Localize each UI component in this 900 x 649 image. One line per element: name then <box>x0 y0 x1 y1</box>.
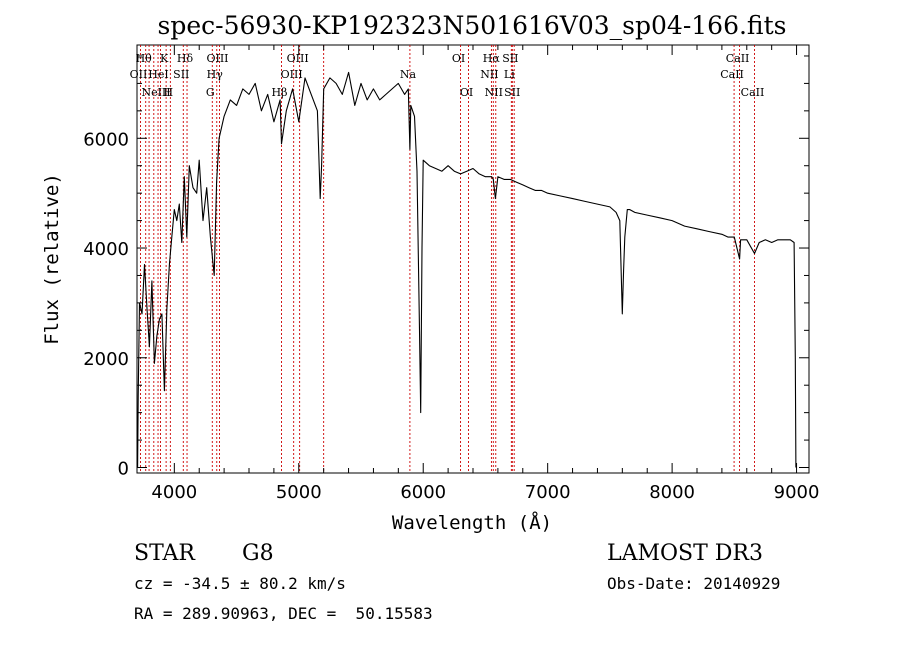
line-marker-label: H <box>164 86 174 99</box>
spectral-line-markers <box>140 45 755 473</box>
object-subclass: G8 <box>242 541 274 566</box>
line-marker-label: Hδ <box>177 52 194 65</box>
line-marker-label: Li <box>504 68 515 81</box>
line-marker-label: Na <box>400 68 417 81</box>
line-marker-label: K <box>160 52 169 65</box>
line-marker-label: NeIII <box>141 86 170 99</box>
y-tick-label: 2000 <box>83 349 129 370</box>
line-marker-label: OI <box>460 86 473 99</box>
plot-frame <box>136 44 810 474</box>
x-tick-label: 6000 <box>400 482 446 503</box>
line-marker-label: OIII <box>287 52 309 65</box>
line-marker-label: SII <box>173 68 189 81</box>
line-marker-label: Hγ <box>207 68 224 81</box>
line-marker-label: NII <box>480 68 498 81</box>
line-marker-label: CaII <box>741 86 765 99</box>
line-marker-label: CaII <box>726 52 750 65</box>
y-axis-label: Flux (relative) <box>41 173 63 345</box>
x-tick-label: 4000 <box>151 482 197 503</box>
line-marker-label: OI <box>452 52 465 65</box>
line-marker-label: OIII <box>281 68 303 81</box>
survey-label: LAMOST DR3 <box>607 541 763 566</box>
y-tick-label: 6000 <box>83 129 129 150</box>
line-marker-label: Hβ <box>272 86 288 99</box>
line-marker-label: G <box>206 86 215 99</box>
coordinates-text: RA = 289.90963, DEC = 50.15583 <box>134 604 433 623</box>
spectrum-line <box>137 71 797 468</box>
x-tick-label: 8000 <box>649 482 695 503</box>
line-marker-label: Hα <box>483 52 501 65</box>
line-marker-label: NII <box>485 86 503 99</box>
line-marker-label: Hθ <box>136 52 153 65</box>
y-tick-label: 4000 <box>83 239 129 260</box>
y-tick-label: 0 <box>118 459 129 480</box>
line-marker-label: SII <box>504 86 520 99</box>
chart-title: spec-56930-KP192323N501616V03_sp04-166.f… <box>158 11 787 40</box>
x-tick-label: 7000 <box>525 482 571 503</box>
x-tick-label: 5000 <box>276 482 322 503</box>
axis-ticks: 4000 5000 6000 7000 8000 9000 0 2000 4000 6000 <box>83 45 819 503</box>
object-class: STAR <box>134 541 196 566</box>
line-marker-label: CaII <box>720 68 744 81</box>
redshift-text: cz = -34.5 ± 80.2 km/s <box>134 574 346 593</box>
x-axis-label: Wavelength (Å) <box>392 511 552 534</box>
line-marker-label: HeI <box>148 68 168 81</box>
line-marker-label: OII <box>130 68 148 81</box>
line-marker-label: OIII <box>206 52 228 65</box>
spectral-line-labels: OII Hθ NeIII HeI K H SII Hδ G Hγ OIII Hβ OIII OIII Na O… <box>130 52 765 99</box>
line-marker-label: SII <box>502 52 518 65</box>
x-tick-label: 9000 <box>774 482 820 503</box>
obs-date-text: Obs-Date: 20140929 <box>607 574 780 593</box>
